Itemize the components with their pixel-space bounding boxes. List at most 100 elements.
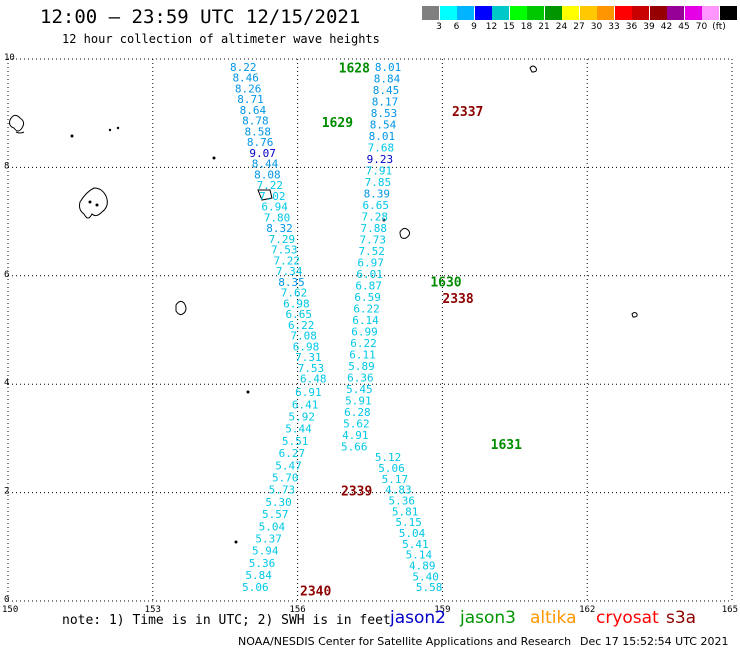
swh-value: 6.94 <box>261 201 288 214</box>
swh-value: 5.04 <box>399 527 426 540</box>
map-subtitle: 12 hour collection of altimeter wave hei… <box>62 32 380 46</box>
swh-value: 5.81 <box>392 505 419 518</box>
legend-label: 24 <box>555 22 568 32</box>
island-dot <box>234 540 238 544</box>
swh-value: 6.65 <box>363 199 390 212</box>
swh-value: 8.22 <box>230 61 257 74</box>
swh-value: 6.59 <box>354 291 381 304</box>
swh-value: 6.98 <box>293 340 320 353</box>
legend-swatch <box>719 6 737 20</box>
y-tick-label: 0 <box>4 595 9 605</box>
footer-note: note: 1) Time is in UTC; 2) SWH is in fe… <box>62 613 391 628</box>
swh-tracks: 8.228.468.268.718.648.788.588.769.078.44… <box>230 61 442 594</box>
swh-value: 5.44 <box>285 423 312 436</box>
legend-label: 42 <box>660 22 673 32</box>
island-outline <box>175 300 187 316</box>
swh-value: 8.39 <box>364 187 391 200</box>
legend-label: 39 <box>643 22 655 32</box>
legend-label: 9 <box>471 22 477 32</box>
y-tick-label: 6 <box>4 270 9 280</box>
swh-value: 6.87 <box>355 279 382 292</box>
track-pass-1628-1630: 8.228.468.268.718.648.788.588.769.078.44… <box>230 61 326 386</box>
swh-value: 4.89 <box>409 560 436 573</box>
legend-swatch <box>614 6 632 20</box>
map-title: 12:00 — 23:59 UTC 12/15/2021 <box>40 6 361 28</box>
island-dot <box>95 203 99 207</box>
island-dot <box>88 200 92 204</box>
legend-swatch <box>562 6 579 20</box>
legend-swatch <box>422 6 439 20</box>
swh-value: 5.62 <box>343 417 370 430</box>
legend-label: 36 <box>625 22 638 32</box>
legend-label: 12 <box>485 22 498 32</box>
y-tick-label: 2 <box>4 487 9 497</box>
track-pass-1631-lower: 5.125.065.174.835.365.815.155.045.415.14… <box>375 451 443 594</box>
legend-swatch <box>579 6 597 20</box>
legend-swatch <box>474 6 492 20</box>
swh-value: 8.71 <box>237 93 264 106</box>
swh-value: 7.34 <box>276 265 303 278</box>
swh-value: 6.98 <box>283 297 310 310</box>
swh-value: 5.57 <box>262 508 289 521</box>
swh-value: 7.52 <box>358 245 385 258</box>
swh-value: 7.85 <box>365 176 392 189</box>
swh-value: 6.28 <box>344 406 371 419</box>
swh-value: 6.91 <box>295 386 322 399</box>
swh-value: 7.73 <box>359 233 386 246</box>
legend-swatch <box>492 6 509 20</box>
swh-value: 5.06 <box>378 462 405 475</box>
swh-value: 5.12 <box>375 451 402 464</box>
swh-value: 6.14 <box>352 314 379 327</box>
pass-label: 2339 <box>341 484 372 499</box>
swh-value: 5.41 <box>402 538 429 551</box>
swh-value: 7.53 <box>271 244 298 257</box>
swh-value: 5.30 <box>265 496 292 509</box>
swh-value: 5.70 <box>272 471 299 484</box>
swh-value: 6.48 <box>300 373 327 386</box>
swh-value: 5.40 <box>412 570 439 583</box>
island-outline <box>631 312 638 318</box>
swh-value: 6.41 <box>292 398 319 411</box>
satellite-altika: altika <box>530 608 577 628</box>
axis-ticks: 150 153 156 159 162 165 10 8 6 4 2 0 <box>2 53 738 615</box>
x-tick-label: 156 <box>289 605 305 615</box>
swh-value: 6.97 <box>357 256 384 269</box>
swh-value: 5.89 <box>348 360 375 373</box>
x-tick-label: 150 <box>2 605 18 615</box>
island-outline <box>399 227 411 239</box>
swh-value: 8.64 <box>240 104 267 117</box>
swh-value: 7.28 <box>362 210 389 223</box>
island-dot <box>116 126 120 130</box>
swh-value: 8.01 <box>369 130 396 143</box>
swh-value: 8.76 <box>247 136 273 149</box>
pass-label: 1628 <box>339 62 370 77</box>
swh-value: 7.31 <box>295 351 322 364</box>
swh-value: 9.07 <box>249 147 275 160</box>
swh-value: 6.22 <box>288 319 315 332</box>
swh-value: 4.91 <box>342 429 369 442</box>
swh-value: 5.36 <box>249 557 275 570</box>
swh-value: 6.36 <box>347 371 374 384</box>
y-tick-label: 8 <box>4 161 9 171</box>
swh-value: 7.62 <box>281 287 308 300</box>
swh-value: 8.35 <box>278 276 305 289</box>
swh-value: 6.99 <box>351 325 378 338</box>
swh-value: 5.92 <box>289 411 316 424</box>
legend-swatch <box>597 6 614 20</box>
swh-value: 6.22 <box>350 337 377 350</box>
swh-value: 8.84 <box>374 72 401 85</box>
swh-value: 7.88 <box>360 222 387 235</box>
swh-value: 7.02 <box>259 190 286 203</box>
x-tick-label: 165 <box>722 605 738 615</box>
swh-value: 8.17 <box>372 95 399 108</box>
generated-timestamp: Dec 17 15:52:54 UTC 2021 <box>580 635 729 648</box>
swh-value: 8.08 <box>254 168 281 181</box>
satellite-jason2: jason2 <box>390 608 446 628</box>
legend-swatch <box>667 6 684 20</box>
swh-value: 8.45 <box>373 84 400 97</box>
legend-label: 30 <box>590 22 603 32</box>
legend-label: 15 <box>503 22 515 32</box>
swh-value: 5.51 <box>282 435 309 448</box>
swh-value: 4.83 <box>385 484 412 497</box>
